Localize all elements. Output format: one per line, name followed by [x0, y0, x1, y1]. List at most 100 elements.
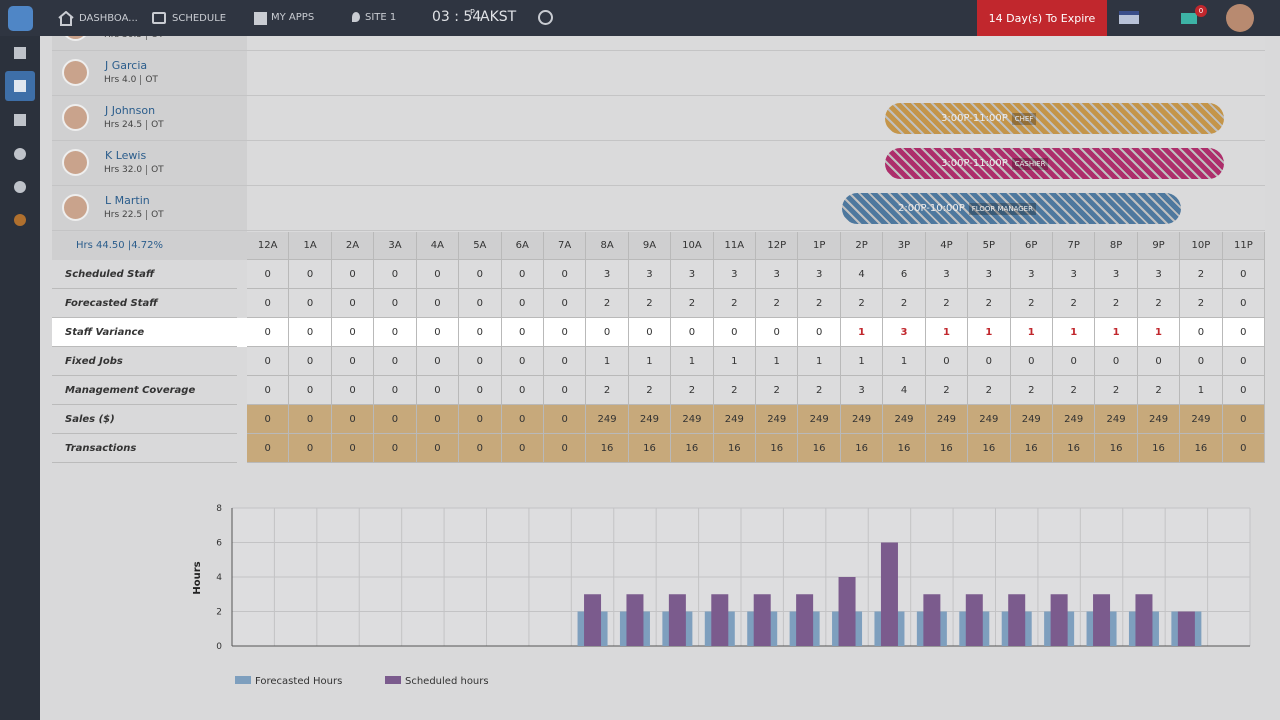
table-cell: 0 — [543, 347, 587, 376]
employee-avatar — [62, 149, 89, 176]
app-logo[interactable] — [8, 6, 33, 31]
table-cell: 2 — [1010, 289, 1053, 318]
table-cell: 1 — [883, 347, 926, 376]
row-label: Staff Variance — [52, 318, 237, 347]
table-cell: 4 — [883, 376, 926, 405]
flag-icon[interactable] — [1119, 11, 1139, 24]
table-cell: 16 — [756, 434, 799, 463]
bar — [1093, 594, 1111, 646]
bar — [880, 542, 898, 646]
y-axis-label: Hours — [192, 561, 203, 594]
table-cell: 0 — [247, 318, 290, 347]
table-cell: 2 — [1137, 289, 1181, 318]
table-cell: 0 — [289, 376, 332, 405]
hour-header: 11A — [713, 232, 757, 260]
row-label: Management Coverage — [52, 376, 237, 405]
table-cell: 0 — [1052, 347, 1096, 376]
shift-role: CHEF — [1011, 112, 1037, 125]
table-cell: 249 — [1010, 405, 1053, 434]
table-cell: 2 — [713, 289, 757, 318]
ot-tag: OT — [151, 210, 164, 220]
table-cell: 0 — [543, 405, 587, 434]
table-cell: 0 — [459, 434, 502, 463]
bar — [1050, 594, 1068, 646]
table-cell: 249 — [756, 405, 799, 434]
row-divider — [52, 50, 1265, 51]
table-cell: 3 — [628, 260, 672, 289]
table-cell: 0 — [543, 376, 587, 405]
bar — [584, 594, 602, 646]
hour-header: 5P — [968, 232, 1011, 260]
employee-name: J Garcia — [105, 59, 148, 72]
table-cell: 0 — [628, 318, 672, 347]
y-tick-label: 0 — [216, 642, 222, 652]
table-cell: 2 — [925, 289, 969, 318]
table-cell: 1 — [713, 347, 757, 376]
expire-banner[interactable]: 14 Day(s) To Expire — [977, 0, 1107, 36]
bar — [1135, 594, 1153, 646]
side-icon[interactable] — [14, 148, 26, 160]
employee-hours: Hrs 32.0 OT — [104, 165, 164, 175]
table-cell: 249 — [713, 405, 757, 434]
nav-dashboard[interactable]: DASHBOA... — [79, 13, 138, 24]
table-cell: 0 — [374, 318, 417, 347]
user-avatar[interactable] — [1226, 4, 1254, 32]
table-cell: 2 — [798, 376, 841, 405]
table-cell: 0 — [247, 434, 290, 463]
hour-header: 5A — [459, 232, 502, 260]
separator — [146, 36, 148, 40]
table-cell: 0 — [1095, 347, 1138, 376]
table-cell: 0 — [459, 289, 502, 318]
table-cell: 1 — [840, 347, 884, 376]
table-cell: 2 — [883, 289, 926, 318]
shift-bar[interactable]: 3:00P-11:00P CASHIER — [885, 148, 1224, 179]
nav-schedule[interactable]: SCHEDULE — [172, 13, 227, 24]
table-cell: 0 — [501, 376, 544, 405]
bar — [796, 594, 814, 646]
side-icon[interactable] — [14, 214, 26, 226]
bar — [1177, 611, 1195, 646]
table-cell: 0 — [331, 289, 375, 318]
table-cell: 3 — [1095, 260, 1138, 289]
table-cell: 0 — [543, 434, 587, 463]
table-cell: 2 — [628, 376, 672, 405]
shift-time: 3:00P-11:00P — [941, 158, 1008, 169]
table-cell: 0 — [289, 405, 332, 434]
row-divider — [52, 95, 1265, 96]
table-cell: 16 — [1010, 434, 1053, 463]
side-icon[interactable] — [14, 181, 26, 193]
weather-icon[interactable] — [538, 10, 553, 25]
table-cell: 1 — [1010, 318, 1053, 347]
table-cell: 16 — [925, 434, 969, 463]
table-cell: 0 — [1222, 347, 1266, 376]
shift-bar[interactable]: 2:00P-10:00P FLOOR MANAGER — [842, 193, 1181, 224]
side-icon[interactable] — [14, 80, 26, 92]
hours: Hrs 4.0 — [104, 75, 137, 85]
table-cell: 0 — [374, 434, 417, 463]
table-cell: 16 — [968, 434, 1011, 463]
table-cell: 2 — [1180, 260, 1223, 289]
nav-my-apps[interactable]: MY APPS — [271, 12, 315, 23]
table-cell: 1 — [840, 318, 884, 347]
bar — [965, 594, 983, 646]
nav-site[interactable]: SITE 1 — [365, 12, 397, 23]
table-cell: 0 — [331, 318, 375, 347]
shift-bar[interactable]: 3:00P-11:00P CHEF — [885, 103, 1224, 134]
table-cell: 1 — [1137, 318, 1181, 347]
table-cell: 0 — [416, 434, 460, 463]
table-cell: 16 — [1137, 434, 1181, 463]
shift-time: 2:00P-10:00P — [898, 203, 965, 214]
hour-header: 1P — [798, 232, 841, 260]
bar — [923, 594, 941, 646]
table-cell: 1 — [628, 347, 672, 376]
table-cell: 3 — [798, 260, 841, 289]
schedule-icon — [152, 12, 166, 24]
mail-icon[interactable] — [1181, 13, 1197, 24]
separator — [146, 165, 148, 175]
site-icon — [352, 12, 360, 22]
table-cell: 0 — [459, 405, 502, 434]
table-cell: 0 — [501, 260, 544, 289]
hour-header: 8P — [1095, 232, 1138, 260]
side-icon[interactable] — [14, 47, 26, 59]
side-icon[interactable] — [14, 114, 26, 126]
